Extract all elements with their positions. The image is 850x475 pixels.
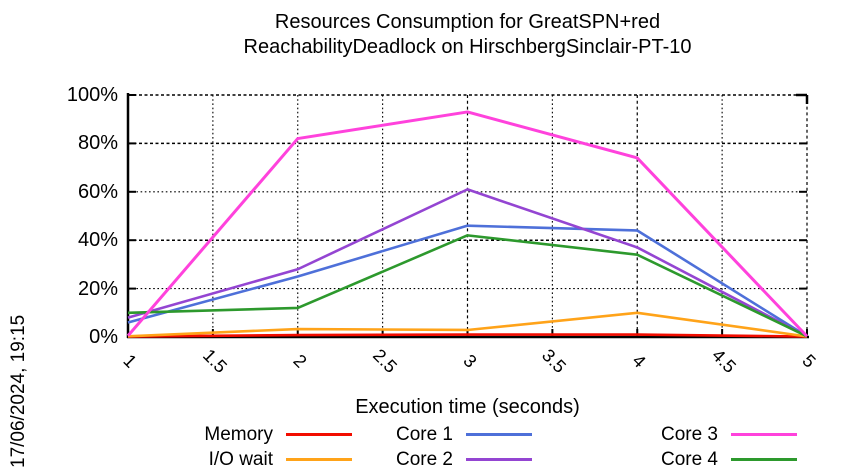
legend-label-core-3: Core 3: [660, 423, 718, 445]
legend-label-core-1: Core 1: [395, 423, 453, 445]
y-tick-label-0: 0%: [89, 326, 118, 348]
series-line-memory: [127, 333, 808, 338]
x-axis-title: Execution time (seconds): [355, 396, 580, 418]
legend-column: Core 3 Core 4: [573, 422, 797, 472]
chart-title: Resources Consumption for GreatSPN+red R…: [128, 10, 807, 60]
legend-label-i-o-wait: I/O wait: [208, 448, 273, 470]
legend-entry-memory: Memory: [128, 422, 352, 447]
legend-entry-core-2: Core 2: [308, 447, 532, 472]
series-line-core-4: [127, 234, 808, 338]
y-tick-label-80: 80%: [77, 132, 118, 155]
chart-title-line-2: ReachabilityDeadlock on HirschbergSincla…: [243, 36, 692, 58]
legend-swatch-core-3: [731, 433, 797, 436]
legend-label-core-4: Core 4: [660, 448, 718, 470]
y-tick-label-100: 100%: [66, 84, 118, 106]
series-line-core-2: [127, 188, 808, 338]
y-tick-label-40: 40%: [77, 229, 118, 252]
legend-label-core-2: Core 2: [395, 448, 453, 470]
y-tick-label-60: 60%: [77, 180, 118, 203]
legend-label-memory: Memory: [204, 423, 273, 445]
legend-swatch-memory: [286, 433, 352, 436]
legend-entry-core-3: Core 3: [573, 422, 797, 447]
legend-entry-core-1: Core 1: [308, 422, 532, 447]
y-tick-label-20: 20%: [77, 277, 118, 300]
chart-title-line-1: Resources Consumption for GreatSPN+red: [274, 11, 661, 33]
series-line-i-o-wait: [127, 311, 808, 338]
series-line-core-3: [126, 110, 809, 338]
legend-swatch-core-4: [731, 458, 797, 461]
legend-entry-core-4: Core 4: [573, 447, 797, 472]
legend-entry-i-o-wait: I/O wait: [128, 447, 352, 472]
legend-swatch-core-1: [466, 433, 532, 436]
legend-column: Memory I/O wait: [128, 422, 352, 472]
series-line-core-1: [127, 224, 808, 338]
legend-swatch-i-o-wait: [286, 458, 352, 461]
legend-swatch-core-2: [466, 458, 532, 461]
legend-column: Core 1 Core 2: [308, 422, 532, 472]
